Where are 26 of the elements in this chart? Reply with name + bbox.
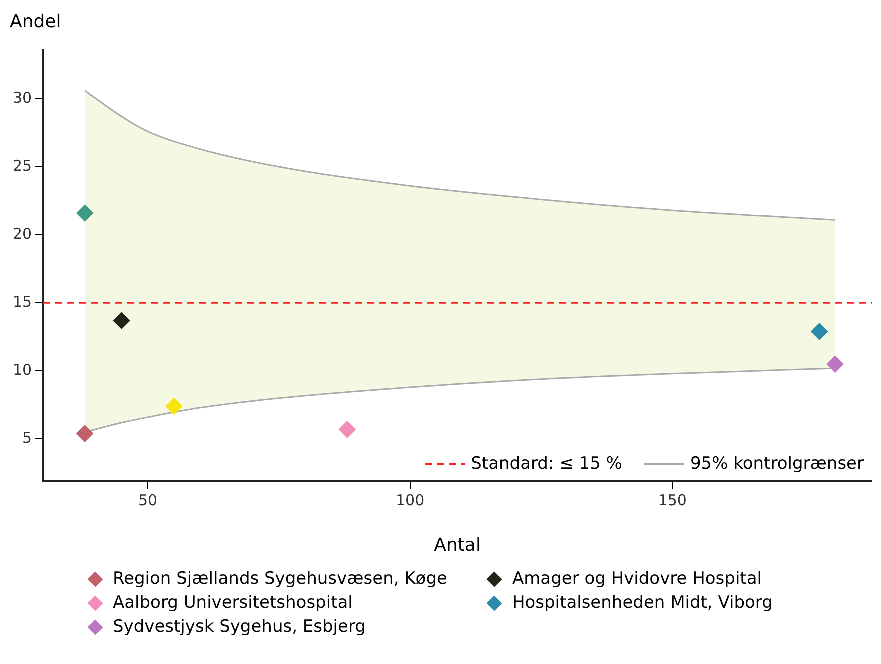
legend-label: Sydvestjysk Sygehus, Esbjerg: [113, 617, 366, 637]
point: [76, 425, 94, 442]
point: [166, 398, 183, 416]
legend-label: Hospitalsenheden Midt, Viborg: [512, 593, 773, 613]
y-tick-label: 30: [12, 88, 32, 107]
y-tick-label: 5: [22, 429, 32, 448]
x-tick-label: 150: [658, 491, 687, 510]
point: [811, 323, 828, 340]
y-axis-title: Andel: [10, 12, 62, 33]
y-tick-label: 15: [12, 293, 32, 312]
y-tick-label: 25: [12, 156, 32, 175]
y-tick-label: 10: [12, 361, 32, 380]
point: [76, 204, 94, 222]
legend-label: Amager og Hvidovre Hospital: [512, 569, 762, 589]
y-tick-label: 20: [12, 224, 32, 243]
point: [826, 356, 844, 373]
x-tick-label: 100: [396, 491, 425, 510]
line-series: [84, 90, 836, 221]
x-axis-title: Antal: [434, 534, 481, 556]
legend-label: Standard: ≤ 15 %: [471, 454, 622, 474]
point: [113, 312, 130, 330]
point: [338, 421, 356, 438]
x-tick-label: 50: [138, 491, 158, 510]
legend-label: Aalborg Universitetshospital: [113, 593, 353, 613]
legend-label: 95% kontrolgrænser: [690, 454, 864, 474]
legend-label: Region Sjællands Sygehusvæsen, Køge: [113, 569, 448, 589]
